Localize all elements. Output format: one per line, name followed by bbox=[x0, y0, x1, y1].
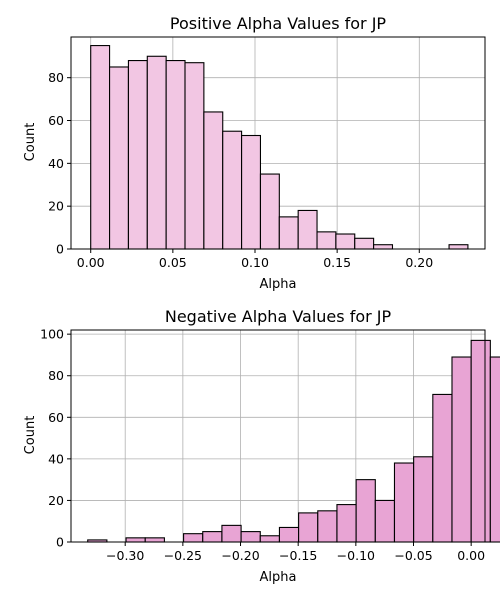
histogram-bar bbox=[259, 535, 280, 543]
y-tick-label: 60 bbox=[48, 113, 64, 128]
x-tick-label: −0.20 bbox=[221, 548, 259, 563]
histogram-bar bbox=[184, 62, 205, 250]
negative-alpha-histogram: −0.30 −0.25 −0.20 −0.15 −0.10 −0.05 0.00 0 20 40… bbox=[23, 307, 500, 585]
x-tick-label: 0.15 bbox=[323, 255, 351, 270]
x-tick-label: 0.10 bbox=[241, 255, 269, 270]
y-tick-label: 40 bbox=[48, 451, 64, 466]
histogram-bar bbox=[127, 60, 148, 250]
y-tick-label: 80 bbox=[48, 70, 64, 85]
y-tick-label: 40 bbox=[48, 156, 64, 171]
x-tick-label: 0.00 bbox=[457, 548, 485, 563]
x-tick-label: 0.20 bbox=[405, 255, 433, 270]
y-tick-label: 80 bbox=[48, 368, 64, 383]
axes-frame bbox=[70, 329, 486, 543]
x-tick-label: −0.25 bbox=[164, 548, 202, 563]
histogram-bar bbox=[355, 479, 376, 543]
histogram-bar bbox=[335, 233, 356, 250]
histogram-bar bbox=[297, 209, 318, 250]
y-tick-label: 20 bbox=[48, 493, 64, 508]
histogram-bar bbox=[241, 134, 262, 250]
y-tick-label: 0 bbox=[56, 535, 64, 550]
histogram-bar bbox=[316, 231, 337, 250]
y-axis-label: Count bbox=[23, 416, 38, 455]
axes-frame bbox=[70, 36, 486, 250]
histogram-bar bbox=[125, 537, 146, 543]
histogram-bar bbox=[278, 526, 300, 543]
y-tick-label: 0 bbox=[56, 242, 64, 257]
histogram-bar bbox=[90, 45, 111, 250]
x-tick-label: −0.30 bbox=[106, 548, 144, 563]
histogram-bar bbox=[393, 462, 415, 543]
chart-title: Positive Alpha Values for JP bbox=[170, 14, 387, 33]
x-tick-label: −0.15 bbox=[279, 548, 317, 563]
x-tick-label: 0.00 bbox=[77, 255, 105, 270]
y-axis-label: Count bbox=[23, 123, 38, 162]
histogram-bar bbox=[470, 339, 491, 543]
histogram-bar bbox=[373, 244, 394, 250]
histogram-bar bbox=[374, 499, 396, 543]
histogram-bar bbox=[183, 533, 204, 543]
x-axis-label: Alpha bbox=[260, 570, 297, 585]
histogram-bar bbox=[336, 504, 357, 543]
histogram-bar bbox=[109, 66, 129, 250]
x-tick-label: −0.10 bbox=[337, 548, 375, 563]
histogram-bar bbox=[203, 111, 224, 250]
histogram-bar bbox=[146, 55, 167, 250]
histogram-bar bbox=[202, 531, 223, 543]
histogram-bar bbox=[278, 216, 299, 250]
chart-title: Negative Alpha Values for JP bbox=[165, 307, 392, 326]
y-tick-label: 20 bbox=[48, 199, 64, 214]
histogram-bar bbox=[221, 524, 242, 543]
histogram-bar bbox=[413, 456, 434, 543]
histogram-bar bbox=[298, 512, 319, 543]
y-tick-label: 100 bbox=[40, 327, 64, 342]
histogram-bar bbox=[432, 393, 453, 543]
histogram-bar bbox=[354, 237, 375, 250]
positive-alpha-histogram: 0.00 0.05 0.10 0.15 0.20 0 20 40 60 80 Positive … bbox=[23, 14, 486, 292]
histogram-bar bbox=[222, 130, 243, 250]
histogram-bar bbox=[489, 356, 500, 543]
histogram-bar bbox=[165, 60, 186, 250]
histogram-bar bbox=[259, 173, 280, 250]
histogram-bar bbox=[317, 510, 338, 543]
histogram-bar bbox=[451, 356, 472, 543]
x-tick-label: 0.05 bbox=[159, 255, 187, 270]
histogram-bar bbox=[448, 244, 469, 250]
y-tick-label: 60 bbox=[48, 410, 64, 425]
x-axis-label: Alpha bbox=[260, 277, 297, 292]
histogram-bar bbox=[240, 531, 261, 543]
histogram-bar bbox=[144, 537, 165, 543]
x-tick-label: −0.05 bbox=[394, 548, 432, 563]
